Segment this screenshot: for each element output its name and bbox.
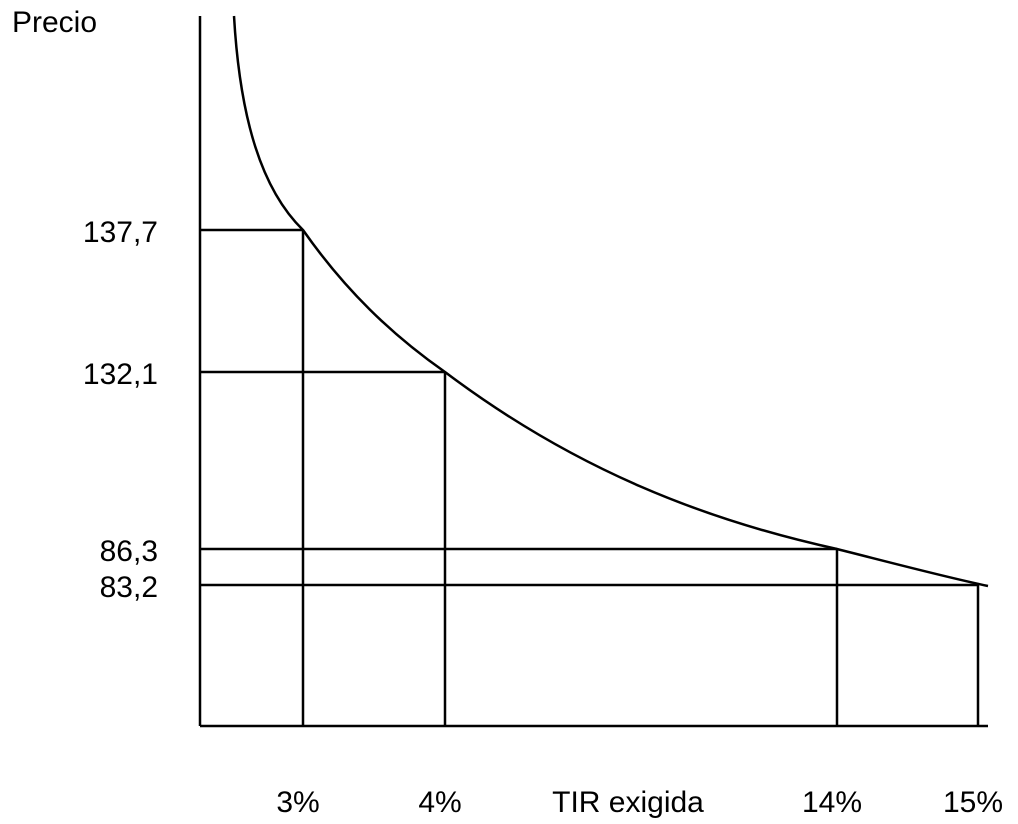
- x-axis-label: TIR exigida: [552, 786, 704, 819]
- x-tick-label: 3%: [276, 786, 319, 819]
- y-tick-label: 137,7: [83, 216, 158, 249]
- labels: Precio TIR exigida 137,7 3% 132,1 4% 86,3 14%…: [12, 6, 1003, 819]
- y-tick-label: 132,1: [83, 358, 158, 391]
- x-tick-label: 4%: [418, 786, 461, 819]
- price-curve: [232, 15, 989, 588]
- y-axis-label: Precio: [12, 6, 97, 39]
- x-tick-label: 15%: [943, 786, 1003, 819]
- guide-lines: [200, 228, 980, 726]
- y-tick-label: 86,3: [100, 535, 158, 568]
- x-tick-label: 14%: [802, 786, 862, 819]
- y-tick-label: 83,2: [100, 571, 158, 604]
